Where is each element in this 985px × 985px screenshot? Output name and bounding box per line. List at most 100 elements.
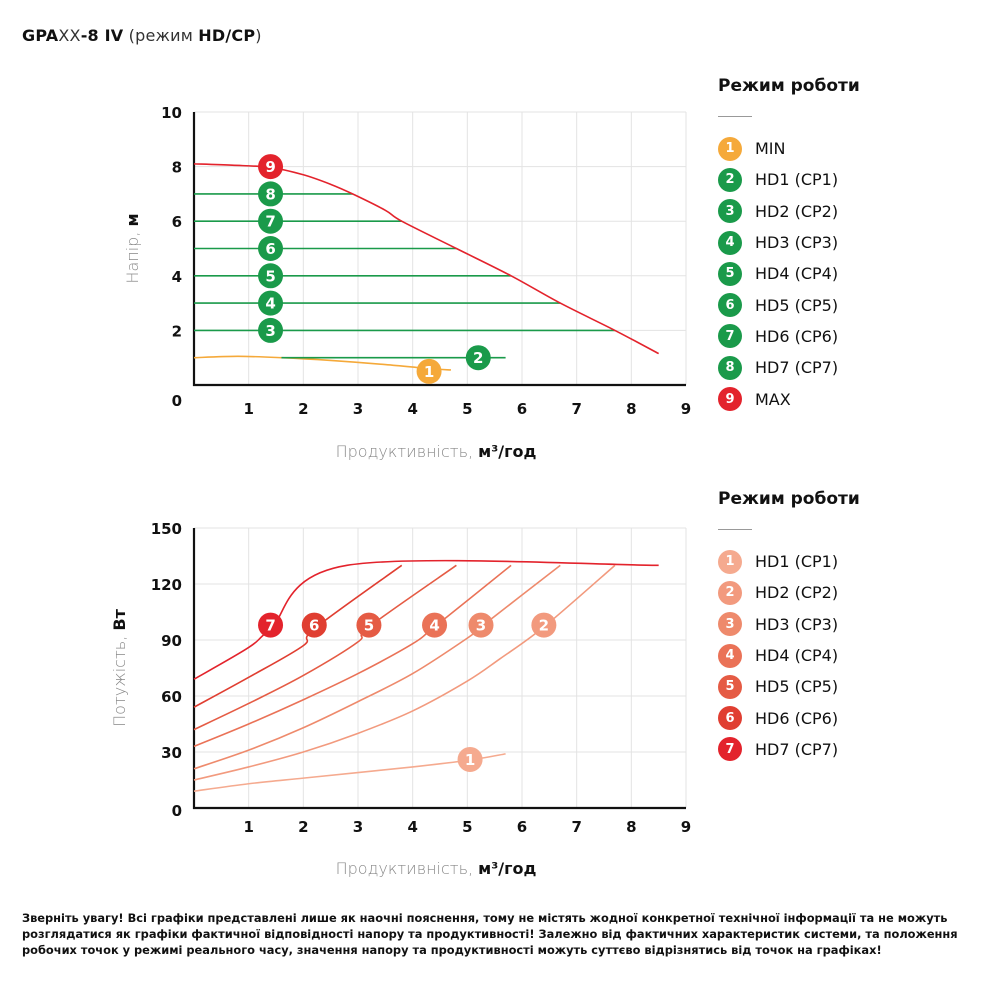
x-axis-label: Продуктивність, м³/год	[336, 859, 537, 878]
series-line-7	[193, 559, 659, 680]
legend-label: HD4 (CP4)	[755, 264, 839, 284]
legend-item: 8 HD7 (CP7)	[718, 352, 860, 383]
marker-number: 7	[265, 617, 275, 635]
series-marker-3: 3	[258, 317, 284, 343]
marker-circle	[258, 612, 284, 638]
y-tick-label: 8	[172, 159, 182, 177]
title-part: XX	[58, 26, 81, 45]
head-chart: 1 2 3 4 5 6 7 8 9 2 4 6 8 10 0 Продуктивність, м³/год На…	[123, 104, 691, 461]
marker-circle	[468, 612, 494, 638]
legend-label: HD4 (CP4)	[755, 646, 839, 666]
y-axis-label-unit: м	[123, 213, 142, 226]
title-part: GPA	[22, 26, 59, 45]
power-legend: Режим роботи 1 HD1 (CP1) 2 HD2 (CP2) 3 HD3 (C…	[718, 489, 860, 765]
x-tick-label: 9	[681, 818, 691, 836]
y-tick-label: 30	[161, 744, 182, 762]
series-line-6	[193, 564, 403, 708]
legend-item: 2 HD2 (CP2)	[718, 577, 860, 608]
marker-circle	[258, 181, 284, 207]
origin-label: 0	[172, 392, 182, 410]
legend-item: 4 HD4 (CP4)	[718, 640, 860, 671]
x-tick-label: 6	[517, 400, 527, 418]
legend-title: Режим роботи	[718, 76, 860, 96]
marker-number: 1	[424, 363, 434, 381]
title-part: HD/CP	[198, 26, 256, 45]
y-tick-label: 6	[172, 213, 182, 231]
x-tick-label: 5	[462, 818, 472, 836]
legend-marker: 9	[718, 387, 742, 412]
x-tick-label: 1	[243, 400, 253, 418]
legend-label: HD6 (CP6)	[755, 708, 839, 728]
y-axis-label: Потужість, Вт	[110, 608, 129, 726]
marker-circle	[258, 290, 284, 316]
series-marker-7: 7	[258, 208, 284, 234]
marker-number: 4	[429, 617, 439, 635]
legend-marker: 4	[718, 230, 742, 255]
x-tick-label: 1	[243, 818, 253, 836]
marker-circle	[258, 317, 284, 343]
marker-number: 5	[265, 267, 275, 285]
legend-item: 1 HD1 (CP1)	[718, 546, 860, 577]
legend-marker: 4	[718, 643, 742, 668]
marker-number: 3	[476, 617, 486, 635]
title-part: -8 IV	[80, 26, 124, 45]
series-marker-6: 6	[258, 236, 284, 261]
legend-marker: 3	[718, 612, 742, 637]
legend-item: 2 HD1 (CP1)	[718, 164, 860, 195]
marker-number: 7	[265, 213, 275, 231]
series-marker-1: 1	[457, 746, 483, 772]
legend-label: HD1 (CP1)	[755, 170, 839, 190]
series-marker-4: 4	[422, 612, 448, 638]
legend-marker: 2	[718, 580, 742, 605]
legend-item: 6 HD5 (CP5)	[718, 289, 860, 320]
y-axis-label-unit: Вт	[110, 608, 129, 630]
legend-label: HD1 (CP1)	[755, 552, 839, 572]
legend-item: 4 HD3 (CP3)	[718, 227, 860, 258]
series-marker-2: 2	[531, 612, 557, 638]
x-axis-label-light: Продуктивність,	[336, 859, 479, 878]
disclaimer-note: Зверніть увагу! Всі графіки представлені…	[22, 911, 958, 957]
x-axis-label: Продуктивність, м³/год	[336, 442, 537, 461]
series-lines	[193, 559, 659, 792]
series-line-4	[193, 564, 512, 748]
marker-circle	[258, 208, 284, 234]
x-tick-label: 3	[353, 400, 363, 418]
x-tick-label: 3	[353, 818, 363, 836]
y-tick-label: 90	[161, 632, 182, 650]
y-axis-label-light: Потужість,	[110, 631, 129, 727]
marker-number: 8	[265, 185, 275, 203]
x-tick-label: 6	[517, 818, 527, 836]
x-tick-label: 5	[462, 400, 472, 418]
series-markers: 1 2 3 4 5 6 7	[258, 612, 557, 772]
legend-divider	[718, 529, 752, 530]
power-chart: 1 2 3 4 5 6 7 8 9 30 60 90 120 150 0 Продуктивність, м³…	[110, 520, 691, 878]
legend-label: HD5 (CP5)	[755, 295, 839, 315]
title-part: )	[255, 26, 262, 45]
marker-number: 2	[539, 617, 549, 635]
legend-label: HD2 (CP2)	[755, 201, 839, 221]
legend-label: MAX	[755, 389, 791, 409]
legend-marker: 1	[718, 136, 742, 161]
marker-circle	[258, 236, 284, 261]
legend-label: HD7 (CP7)	[755, 358, 839, 378]
legend-marker: 6	[718, 706, 742, 731]
legend-item: 9 MAX	[718, 383, 860, 414]
x-tick-label: 7	[571, 400, 581, 418]
series-marker-5: 5	[258, 263, 284, 289]
legend-marker: 3	[718, 199, 742, 224]
marker-number: 9	[265, 158, 275, 176]
legend-marker: 6	[718, 293, 742, 318]
x-tick-label: 9	[681, 400, 691, 418]
title-part: (режим	[123, 26, 199, 45]
marker-circle	[258, 154, 284, 180]
marker-number: 1	[465, 751, 475, 769]
y-axis-label-light: Напір,	[123, 227, 142, 284]
marker-number: 6	[309, 617, 319, 635]
marker-circle	[356, 612, 382, 638]
marker-number: 4	[265, 295, 275, 313]
y-tick-label: 150	[151, 520, 182, 538]
x-tick-label: 7	[571, 818, 581, 836]
legend-marker: 2	[718, 167, 742, 192]
legend-label: HD6 (CP6)	[755, 326, 839, 346]
series-marker-5: 5	[356, 612, 382, 638]
